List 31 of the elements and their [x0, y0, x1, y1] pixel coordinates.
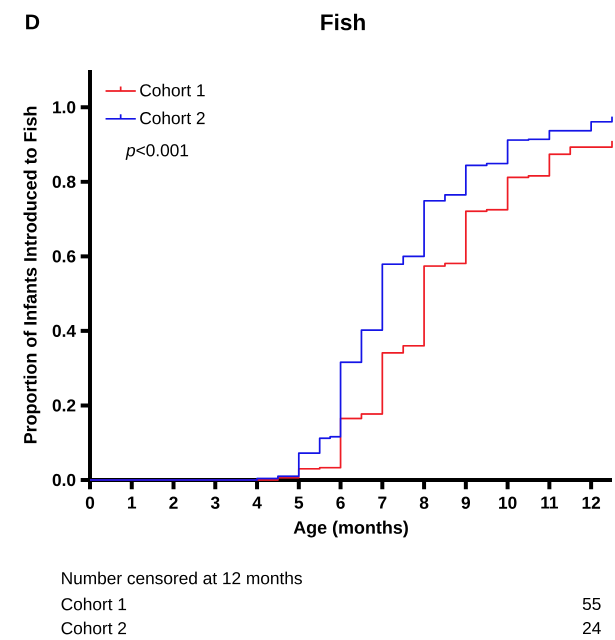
text: Number censored at 12 months [62, 572, 302, 584]
x-tick-label: 12 [582, 496, 600, 509]
legend-label: Cohort 2 [140, 112, 205, 124]
x-tick-label: 2 [169, 496, 178, 509]
x-tick-label: 6 [336, 496, 345, 509]
x-tick-label: 11 [541, 496, 558, 509]
chart-title: Fish [321, 14, 365, 30]
x-tick-label: 9 [462, 496, 470, 509]
y-axis-title: Proportion of Infants Introduced to Fish [24, 106, 40, 444]
x-tick-label: 1 [128, 496, 136, 509]
y-tick-label: 0.0 [52, 474, 76, 486]
legend-label: Cohort 1 [140, 84, 205, 96]
y-tick-label: 0.2 [52, 399, 76, 412]
annotation: p<0.001 [126, 144, 188, 160]
text: Cohort 2 [62, 622, 126, 634]
x-tick-label: 7 [378, 496, 386, 509]
y-tick-label: 0.6 [52, 250, 76, 262]
y-tick-label: 0.4 [52, 324, 76, 338]
x-tick-label: 10 [499, 496, 516, 509]
x-tick-label: 4 [252, 496, 262, 509]
x-axis-title: Age (months) [294, 520, 408, 538]
text: 55 [582, 598, 601, 610]
y-tick-label: 0.8 [52, 176, 76, 188]
y-tick-label: 1.0 [53, 101, 76, 114]
text: Cohort 1 [62, 598, 126, 610]
x-tick-label: 3 [210, 496, 220, 509]
x-tick-label: 5 [294, 496, 304, 509]
text: D [26, 14, 40, 30]
x-tick-label: 8 [420, 496, 428, 509]
x-tick-label: 0 [86, 496, 94, 509]
text: 24 [582, 622, 601, 634]
